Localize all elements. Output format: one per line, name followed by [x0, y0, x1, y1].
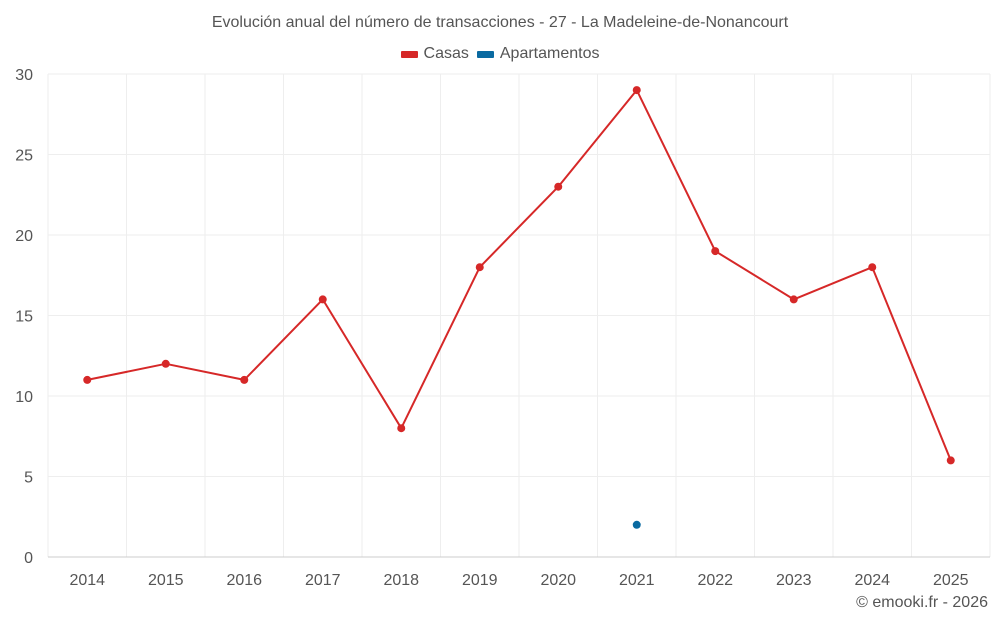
x-tick-label: 2015 [148, 572, 184, 589]
credit-text: © emooki.fr - 2026 [856, 594, 988, 611]
series-line-casas [87, 89, 952, 461]
legend-label-apartamentos: Apartamentos [499, 45, 600, 62]
legend: Casas Apartamentos [0, 45, 1000, 63]
y-tick-label: 20 [15, 228, 33, 245]
x-tick-label: 2018 [383, 572, 419, 589]
data-point-casas [946, 456, 955, 465]
legend-swatch-apartamentos [476, 50, 494, 58]
y-tick-label: 0 [24, 550, 33, 567]
x-tick-label: 2019 [462, 572, 498, 589]
x-tick-label: 2025 [933, 572, 969, 589]
x-tick-label: 2021 [619, 572, 655, 589]
data-point-casas [711, 247, 720, 256]
x-tick-label: 2017 [305, 572, 341, 589]
data-point-casas [161, 359, 170, 368]
data-point-casas [632, 86, 641, 95]
data-point-casas [789, 295, 798, 304]
data-point-casas [83, 375, 92, 384]
legend-label-casas: Casas [423, 45, 469, 62]
legend-item-casas[interactable]: Casas [400, 45, 469, 63]
x-tick-label: 2014 [69, 572, 105, 589]
legend-swatch-casas [400, 50, 418, 58]
x-tick-label: 2024 [854, 572, 890, 589]
data-point-casas [868, 263, 877, 272]
data-point-casas [397, 424, 406, 433]
data-point-casas [475, 263, 484, 272]
data-point-casas [318, 295, 327, 304]
y-tick-label: 15 [15, 309, 33, 326]
x-tick-label: 2020 [540, 572, 576, 589]
x-tick-label: 2023 [776, 572, 812, 589]
legend-item-apartamentos[interactable]: Apartamentos [476, 45, 600, 63]
x-tick-label: 2016 [226, 572, 262, 589]
data-point-casas [240, 375, 249, 384]
chart-title: Evolución anual del número de transaccio… [211, 14, 789, 31]
y-tick-label: 10 [15, 389, 33, 406]
data-point-casas [554, 182, 563, 191]
y-tick-label: 5 [24, 470, 33, 487]
y-tick-label: 25 [15, 148, 33, 165]
x-tick-label: 2022 [697, 572, 733, 589]
y-tick-label: 30 [15, 67, 33, 84]
data-point-apartamentos [632, 520, 641, 529]
